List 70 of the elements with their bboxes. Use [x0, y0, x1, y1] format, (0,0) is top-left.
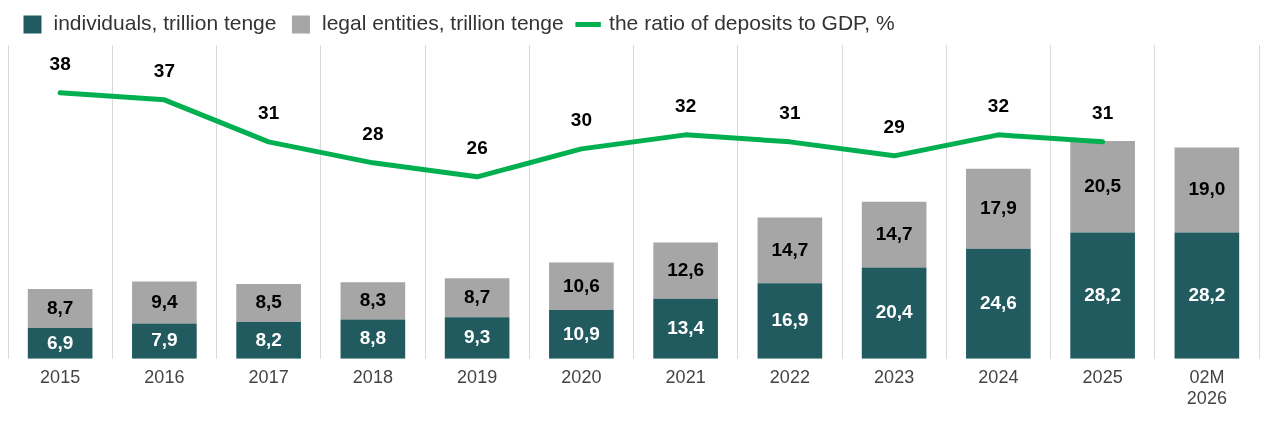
data-label: 9,4	[151, 290, 179, 312]
x-tick-label: 2015	[40, 366, 81, 387]
legend-label: the ratio of deposits to GDP, %	[609, 11, 895, 35]
bar	[1174, 147, 1240, 233]
x-tick-label: 2018	[352, 366, 393, 387]
bar	[236, 322, 301, 359]
data-label: 8,2	[255, 328, 282, 350]
data-label: 7,9	[151, 329, 178, 351]
bar	[549, 262, 614, 311]
x-tick-label: 2019	[457, 366, 498, 387]
data-label: 10,9	[562, 322, 600, 344]
data-label: 10,6	[562, 274, 600, 296]
bar	[444, 278, 510, 318]
bar	[653, 242, 718, 299]
data-label: 14,7	[875, 222, 913, 244]
data-label: 30	[570, 109, 592, 131]
data-label: 16,9	[771, 309, 809, 331]
data-label: 20,4	[875, 301, 914, 323]
x-tick-label: 2025	[1082, 366, 1123, 387]
x-tick-label: 2020	[561, 366, 602, 387]
data-label: 8,3	[359, 289, 387, 311]
data-label: 38	[49, 53, 71, 75]
data-label: 31	[258, 102, 280, 124]
bar	[653, 298, 718, 359]
data-label: 19,0	[1188, 178, 1226, 200]
data-label: 24,6	[979, 292, 1017, 313]
data-label: 8,7	[463, 285, 491, 307]
bar	[27, 289, 93, 328]
data-label: 8,5	[255, 291, 283, 313]
data-label: 9,3	[463, 326, 491, 348]
data-label: 8,8	[359, 327, 387, 349]
data-label: 6,9	[46, 331, 74, 353]
x-tick-label: 02M 2026	[1186, 366, 1227, 409]
x-tick-label: 2016	[144, 366, 185, 387]
bar	[757, 283, 823, 359]
bar	[236, 284, 301, 323]
x-tick-label: 2024	[978, 366, 1019, 387]
legend-label: legal entities, trillion tenge	[321, 11, 564, 35]
data-label: 26	[466, 137, 488, 159]
data-label: 13,4	[667, 317, 705, 339]
bar	[1070, 232, 1135, 359]
data-label: 32	[987, 95, 1009, 117]
x-tick-label: 2017	[248, 366, 289, 387]
data-label: 8,7	[46, 296, 74, 318]
bar	[549, 310, 614, 359]
bar	[861, 201, 927, 268]
bar	[861, 267, 927, 359]
bar	[132, 281, 197, 324]
data-label: 14,7	[771, 238, 809, 260]
bar	[1070, 140, 1135, 233]
legend-label: individuals, trillion tenge	[53, 11, 277, 35]
data-label: 28	[362, 123, 384, 145]
data-label: 28,2	[1188, 283, 1226, 305]
bar	[1174, 232, 1240, 359]
x-tick-label: 2022	[769, 366, 810, 387]
data-label: 20,5	[1084, 174, 1122, 196]
bar	[966, 168, 1031, 249]
data-label: 31	[779, 102, 801, 124]
bar	[757, 217, 823, 284]
bar	[966, 248, 1031, 359]
x-tick-label: 2023	[874, 366, 915, 387]
data-label: 17,9	[979, 196, 1017, 218]
data-label: 29	[883, 116, 905, 138]
x-tick-label: 2021	[665, 366, 706, 387]
data-label: 12,6	[667, 258, 705, 280]
data-label: 28,2	[1084, 283, 1122, 305]
bar	[132, 323, 197, 359]
data-label: 32	[675, 95, 697, 117]
data-label: 37	[153, 60, 175, 82]
data-label: 31	[1092, 102, 1114, 124]
